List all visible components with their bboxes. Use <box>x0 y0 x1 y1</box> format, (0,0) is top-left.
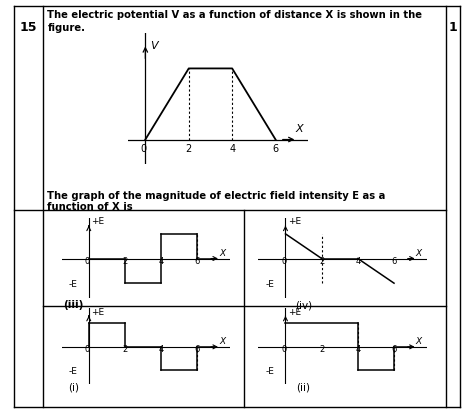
Text: X: X <box>219 249 225 258</box>
Text: +E: +E <box>288 217 301 226</box>
Text: (iii): (iii) <box>64 300 83 310</box>
Text: X: X <box>416 249 422 258</box>
Text: 2: 2 <box>186 144 192 154</box>
Text: +E: +E <box>91 307 105 316</box>
Text: 0: 0 <box>281 345 286 354</box>
Text: figure.: figure. <box>47 23 85 32</box>
Text: 4: 4 <box>355 257 360 266</box>
Text: -E: -E <box>265 280 274 289</box>
Text: 4: 4 <box>229 144 235 154</box>
Text: (i): (i) <box>68 383 79 393</box>
Text: 2: 2 <box>122 257 128 266</box>
Text: 2: 2 <box>319 257 324 266</box>
Text: 6: 6 <box>195 345 200 354</box>
Text: +E: +E <box>288 307 301 316</box>
Text: 4: 4 <box>355 345 360 354</box>
Text: -E: -E <box>69 367 78 376</box>
Text: 6: 6 <box>273 144 279 154</box>
Text: -E: -E <box>265 367 274 376</box>
Text: 4: 4 <box>158 345 164 354</box>
Text: +E: +E <box>91 217 105 226</box>
Text: X: X <box>295 125 303 134</box>
Text: (iv): (iv) <box>295 300 312 310</box>
Text: The electric potential V as a function of distance X is shown in the: The electric potential V as a function o… <box>47 10 422 20</box>
Text: 6: 6 <box>392 257 397 266</box>
Text: 0: 0 <box>84 257 90 266</box>
Text: V: V <box>150 41 157 51</box>
Text: 2: 2 <box>122 345 128 354</box>
Text: 1: 1 <box>448 21 457 34</box>
Text: function of X is: function of X is <box>47 202 133 212</box>
Text: 6: 6 <box>195 257 200 266</box>
Text: 4: 4 <box>158 257 164 266</box>
Text: X: X <box>219 337 225 346</box>
Text: 0: 0 <box>281 257 286 266</box>
Text: 6: 6 <box>392 345 397 354</box>
Text: -E: -E <box>69 280 78 289</box>
Text: 15: 15 <box>20 21 37 34</box>
Text: X: X <box>416 337 422 346</box>
Text: The graph of the magnitude of electric field intensity E as a: The graph of the magnitude of electric f… <box>47 191 386 201</box>
Text: 0: 0 <box>140 144 146 154</box>
Text: (ii): (ii) <box>296 383 310 393</box>
Text: 0: 0 <box>84 345 90 354</box>
Text: 2: 2 <box>319 345 324 354</box>
